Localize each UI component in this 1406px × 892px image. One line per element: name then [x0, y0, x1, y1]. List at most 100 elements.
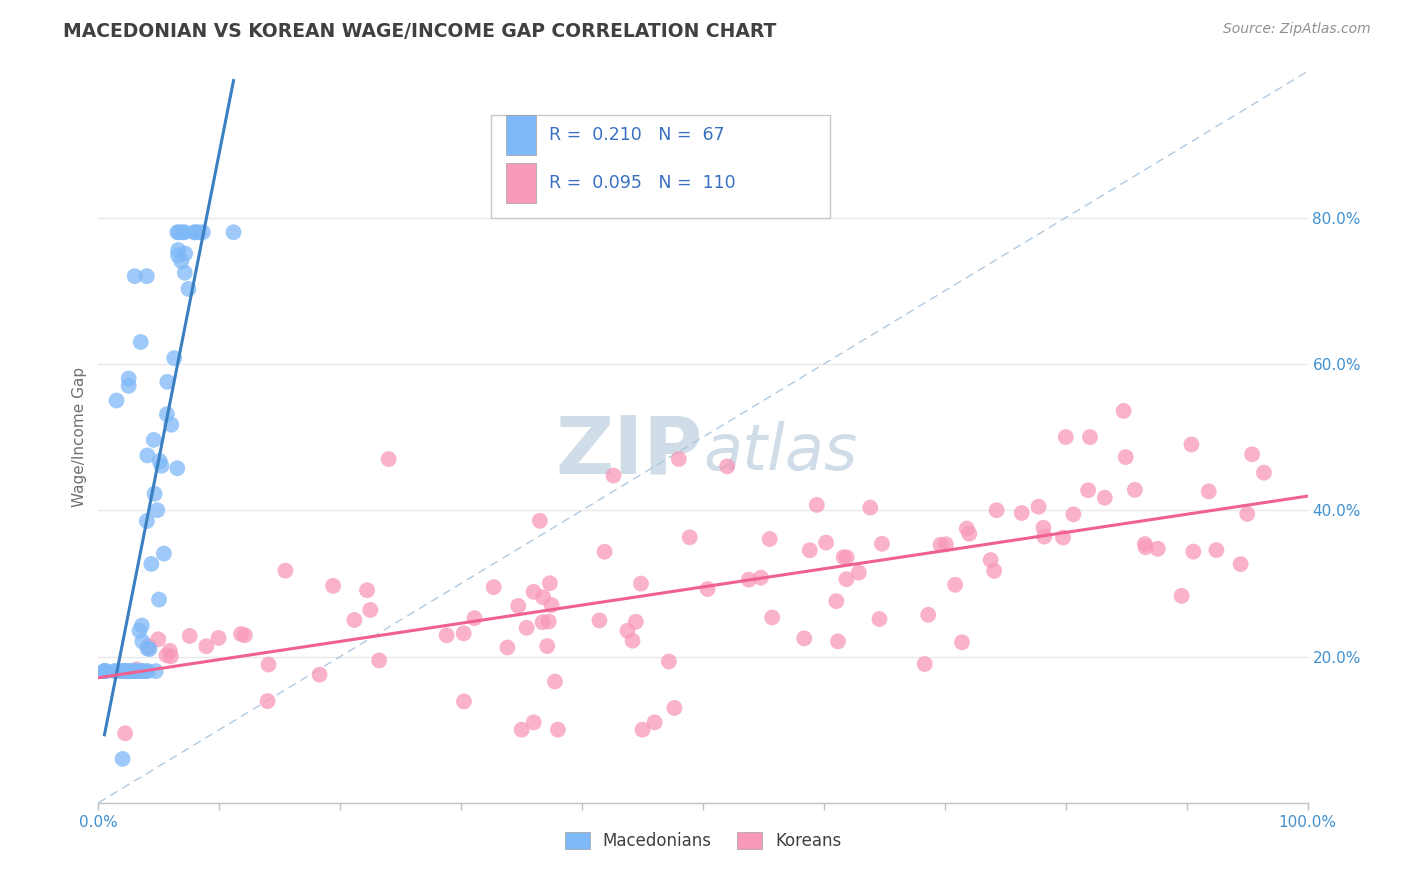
Point: [103, 664, 125, 678]
FancyBboxPatch shape: [492, 115, 830, 218]
Point: [758, 532, 780, 546]
Point: [983, 564, 1005, 578]
Point: [859, 500, 882, 515]
Point: [1236, 507, 1258, 521]
Point: [1146, 541, 1168, 556]
Point: [183, 225, 205, 239]
Point: [121, 664, 143, 678]
Point: [274, 564, 297, 578]
Point: [825, 594, 848, 608]
Point: [1198, 484, 1220, 499]
Point: [482, 580, 505, 594]
Point: [658, 655, 681, 669]
Point: [142, 433, 165, 447]
Point: [131, 634, 153, 648]
Point: [124, 664, 146, 678]
Point: [914, 657, 936, 671]
Text: MACEDONIAN VS KOREAN WAGE/INCOME GAP CORRELATION CHART: MACEDONIAN VS KOREAN WAGE/INCOME GAP COR…: [63, 22, 776, 41]
FancyBboxPatch shape: [506, 114, 536, 154]
Point: [191, 225, 214, 239]
Point: [125, 662, 148, 676]
Point: [136, 449, 159, 463]
Point: [146, 503, 169, 517]
Point: [322, 579, 344, 593]
Point: [588, 614, 610, 628]
Point: [229, 627, 252, 641]
Point: [138, 639, 160, 653]
Point: [143, 487, 166, 501]
Point: [1028, 500, 1050, 514]
Point: [173, 266, 195, 280]
Point: [943, 578, 966, 592]
Point: [1052, 531, 1074, 545]
Point: [870, 537, 893, 551]
Y-axis label: Wage/Income Gap: Wage/Income Gap: [72, 367, 87, 508]
Point: [166, 461, 188, 475]
Point: [537, 615, 560, 629]
Point: [508, 599, 530, 613]
Point: [114, 664, 136, 678]
Point: [174, 246, 197, 260]
Point: [832, 550, 855, 565]
Point: [156, 375, 179, 389]
Point: [135, 269, 157, 284]
Point: [173, 225, 195, 239]
Point: [1112, 404, 1135, 418]
Point: [799, 543, 821, 558]
Point: [141, 557, 163, 571]
Point: [343, 613, 366, 627]
Point: [111, 664, 134, 678]
Point: [149, 454, 172, 468]
Point: [1135, 541, 1157, 555]
Point: [93, 664, 115, 678]
FancyBboxPatch shape: [506, 162, 536, 202]
Point: [148, 632, 170, 647]
Point: [112, 664, 135, 678]
Point: [172, 225, 194, 239]
Point: [128, 624, 150, 638]
Point: [1062, 508, 1084, 522]
Point: [177, 282, 200, 296]
Point: [917, 607, 939, 622]
Point: [1115, 450, 1137, 464]
Point: [593, 545, 616, 559]
Point: [233, 628, 256, 642]
Point: [631, 723, 654, 737]
Point: [696, 582, 718, 596]
Point: [453, 626, 475, 640]
Point: [170, 254, 193, 268]
Point: [516, 621, 538, 635]
Point: [815, 535, 838, 549]
Point: [538, 576, 561, 591]
Point: [1078, 430, 1101, 444]
Point: [529, 514, 551, 528]
Point: [179, 629, 201, 643]
Point: [159, 649, 181, 664]
Point: [1180, 437, 1202, 451]
Point: [368, 653, 391, 667]
Point: [956, 522, 979, 536]
Point: [630, 576, 652, 591]
Point: [167, 243, 190, 257]
Point: [679, 530, 702, 544]
Text: ZIP: ZIP: [555, 413, 703, 491]
Point: [131, 664, 153, 678]
Point: [621, 633, 644, 648]
Point: [950, 635, 973, 649]
Point: [868, 612, 890, 626]
Point: [1253, 466, 1275, 480]
Point: [793, 632, 815, 646]
Point: [359, 603, 381, 617]
Point: [1229, 557, 1251, 571]
Point: [207, 631, 229, 645]
Point: [93, 664, 115, 678]
Text: atlas: atlas: [703, 421, 858, 483]
Point: [156, 407, 179, 421]
Point: [167, 248, 190, 262]
Point: [1205, 543, 1227, 558]
Point: [124, 664, 146, 678]
Point: [308, 667, 330, 681]
Point: [980, 553, 1002, 567]
Point: [453, 694, 475, 708]
Point: [115, 664, 138, 678]
